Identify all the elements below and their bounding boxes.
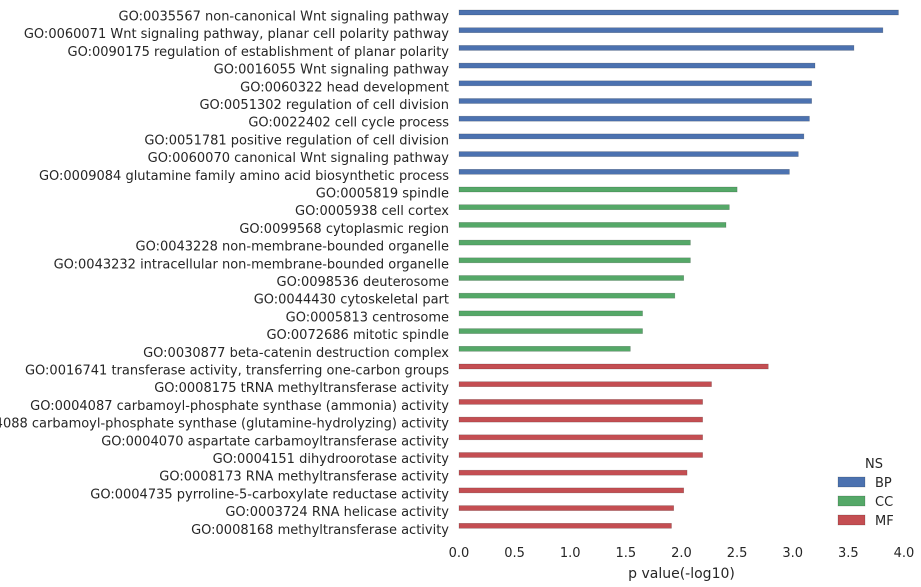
y-tick-labels: GO:0035567 non-canonical Wnt signaling p… (0, 10, 449, 538)
y-tick-label: GO:0004087 carbamoyl-phosphate synthase … (30, 399, 449, 414)
y-tick-label: GO:0090175 regulation of establishment o… (68, 45, 450, 60)
bar (458, 310, 643, 317)
x-tick-label: 1.5 (616, 546, 637, 561)
y-tick-label: GO:0008168 methyltransferase activity (191, 523, 449, 538)
y-tick-label: GO:0060070 canonical Wnt signaling pathw… (148, 151, 450, 166)
bar (458, 452, 703, 458)
bar (458, 27, 884, 34)
x-tick-labels: 0.0 0.5 1.0 1.5 2.0 2.5 3.0 3.5 4.0 (449, 546, 915, 561)
legend-swatch (837, 495, 866, 507)
y-tick-label: GO:0005819 spindle (316, 187, 449, 202)
bar (458, 363, 769, 370)
x-tick-label: 4.0 (894, 546, 915, 561)
y-tick-label: GO:0008173 RNA methyltransferase activit… (159, 470, 449, 485)
bar (458, 257, 691, 264)
bar (458, 98, 812, 104)
x-tick-label: 0.0 (449, 546, 470, 561)
legend-label: MF (875, 514, 894, 529)
y-tick-label: GO:0098536 deuterosome (277, 275, 449, 290)
y-tick-label: GO:0004735 pyrroline-5-carboxylate reduc… (90, 487, 449, 502)
y-tick-label: GO:0043228 non-membrane-bounded organell… (136, 240, 450, 255)
bar (458, 416, 703, 423)
x-axis-label: p value(-log10) (628, 566, 735, 582)
bar (458, 169, 790, 175)
y-tick-label: GO:0060322 head development (240, 80, 449, 95)
legend-swatch (837, 514, 866, 526)
legend-label: BP (875, 476, 892, 491)
bar (458, 222, 727, 228)
y-tick-label: GO:0022402 cell cycle process (248, 116, 449, 131)
x-tick-label: 2.5 (727, 546, 748, 561)
y-tick-label: GO:0016055 Wnt signaling pathway (214, 63, 450, 78)
x-tick-label: 3.0 (782, 546, 803, 561)
x-tick-label: 0.5 (504, 546, 525, 561)
bar (458, 151, 799, 157)
bar (458, 345, 631, 352)
bar (458, 434, 703, 441)
y-tick-label: GO:0035567 non-canonical Wnt signaling p… (119, 10, 450, 25)
y-tick-label: GO:0030877 beta-catenin destruction comp… (143, 346, 449, 361)
legend-title: NS (865, 457, 883, 472)
bar (458, 469, 688, 476)
bars-layer (458, 9, 899, 529)
bar (458, 186, 738, 193)
legend-label: CC (875, 495, 893, 510)
y-tick-label: GO:0044430 cytoskeletal part (254, 293, 449, 308)
bar (458, 522, 672, 529)
legend-swatch (837, 476, 866, 488)
x-tick-label: 2.0 (671, 546, 692, 561)
bar (458, 115, 810, 122)
bar (458, 505, 675, 511)
y-tick-label: GO:0051302 regulation of cell division (199, 98, 449, 113)
legend: NS BP CC MF (837, 457, 894, 529)
bar (458, 328, 643, 334)
bar (458, 133, 805, 140)
bar (458, 275, 685, 281)
bar (458, 9, 899, 16)
bar (458, 292, 676, 299)
y-tick-label: GO:0004088 carbamoyl-phosphate synthase … (0, 417, 449, 432)
bar (458, 80, 812, 87)
bar (458, 45, 855, 51)
y-tick-label: GO:0005938 cell cortex (295, 204, 449, 219)
y-tick-label: GO:0004151 dihydroorotase activity (213, 452, 450, 467)
bar (458, 239, 691, 246)
x-tick-label: 1.0 (560, 546, 581, 561)
x-tick-label: 3.5 (838, 546, 859, 561)
bar (458, 381, 712, 388)
bar (458, 204, 730, 210)
y-tick-label: GO:0060071 Wnt signaling pathway, planar… (24, 27, 449, 42)
y-tick-label: GO:0005813 centrosome (286, 310, 449, 325)
y-tick-label: GO:0016741 transferase activity, transfe… (25, 364, 449, 379)
y-tick-label: GO:0008175 tRNA methyltransferase activi… (154, 381, 449, 396)
y-tick-label: GO:0009084 glutamine family amino acid b… (39, 169, 449, 184)
y-tick-label: GO:0072686 mitotic spindle (266, 328, 449, 343)
y-tick-label: GO:0043232 intracellular non-membrane-bo… (54, 257, 449, 272)
y-tick-label: GO:0003724 RNA helicase activity (225, 505, 449, 520)
bar (458, 487, 685, 494)
y-tick-label: GO:0051781 positive regulation of cell d… (144, 133, 449, 148)
y-tick-label: GO:0099568 cytoplasmic region (239, 222, 449, 237)
y-tick-label: GO:0004070 aspartate carbamoyltransferas… (101, 434, 449, 449)
bar (458, 62, 816, 69)
bar (458, 399, 703, 405)
